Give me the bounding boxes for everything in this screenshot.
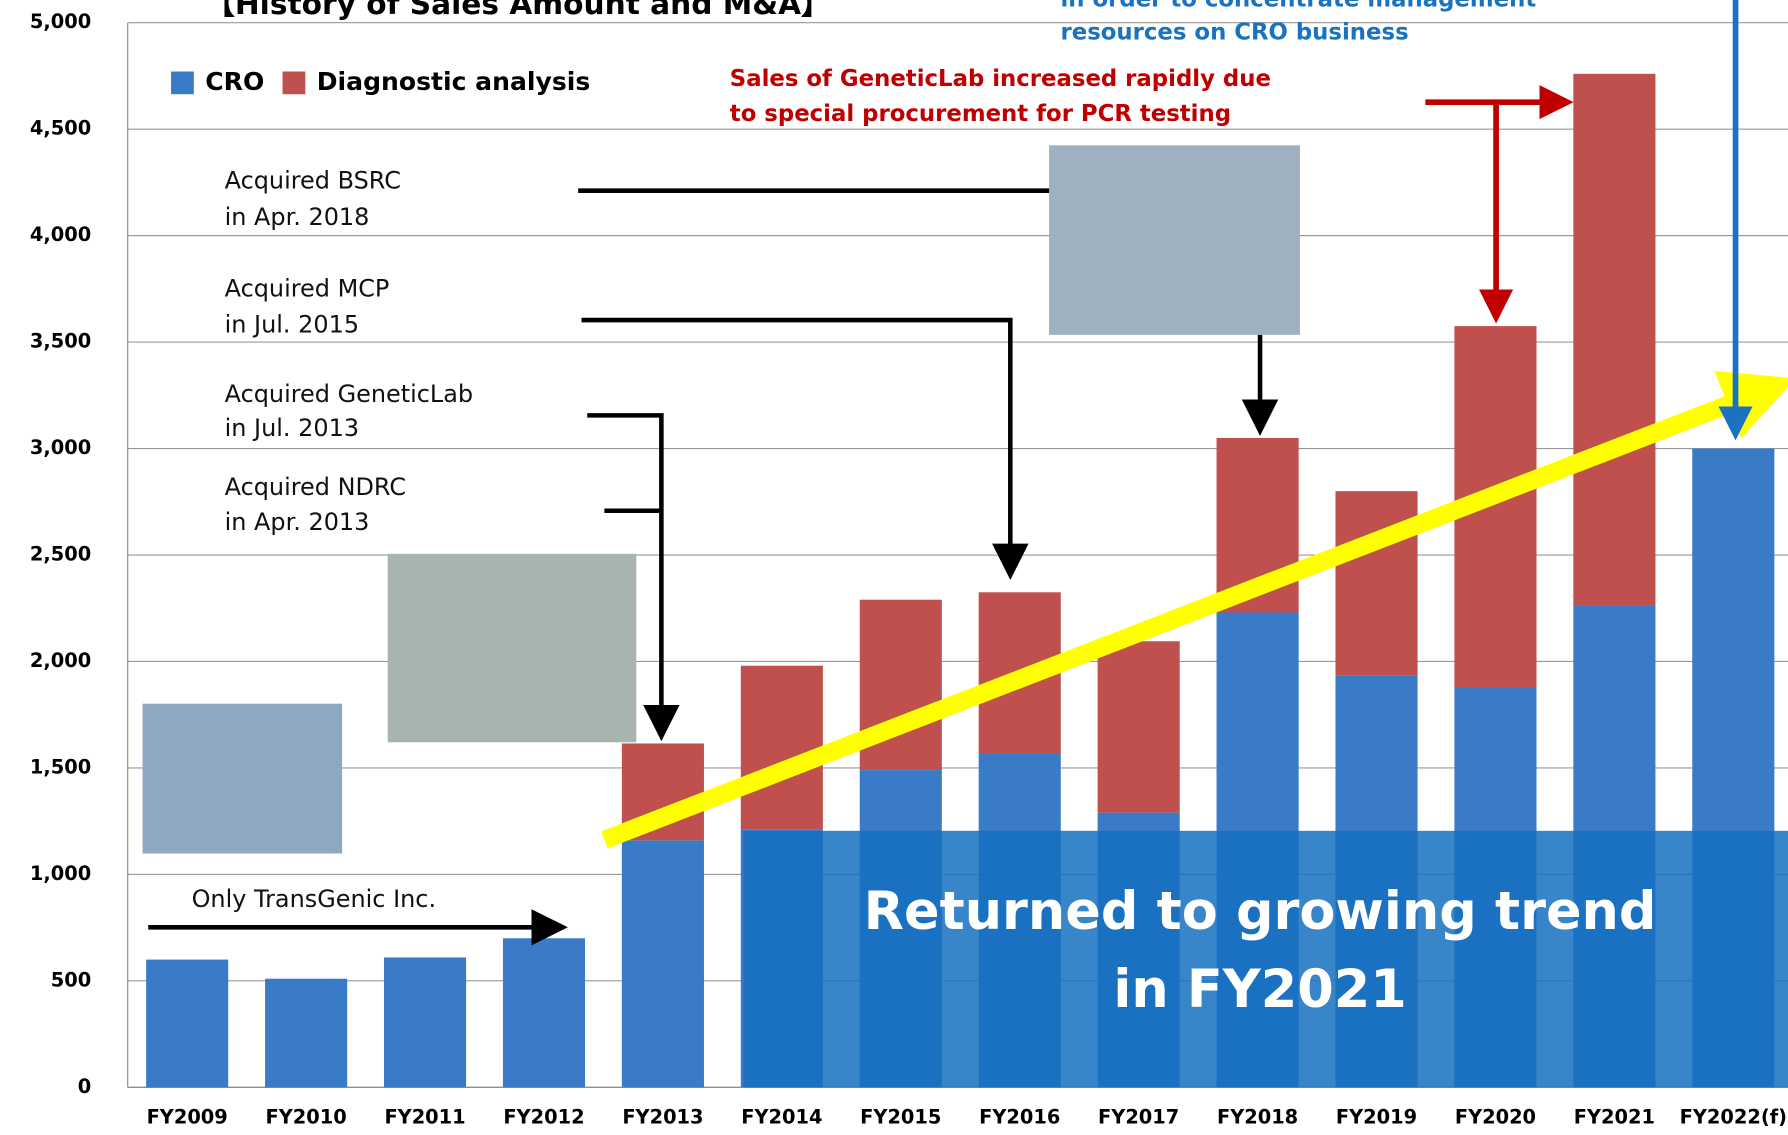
bar-segment [741, 666, 823, 830]
bar-segment [1335, 491, 1417, 675]
annotation: Only TransGenic Inc. [192, 885, 437, 913]
x-tick-label: FY2019 [1336, 1106, 1417, 1129]
legend-label: CRO [205, 67, 264, 96]
x-tick-label: FY2021 [1574, 1106, 1655, 1129]
x-tick-label: FY2018 [1217, 1106, 1298, 1129]
annotation: resources on CRO business [1060, 19, 1408, 45]
annotation: in Jul. 2013 [225, 414, 359, 442]
x-tick-label: FY2014 [741, 1106, 822, 1129]
legend-swatch [283, 72, 306, 95]
annotation: in order to concentrate management [1060, 0, 1536, 12]
annotation: in Apr. 2013 [225, 508, 370, 536]
y-tick-label: 3,000 [30, 436, 91, 459]
x-tick-label: FY2020 [1455, 1106, 1536, 1129]
annotation: Acquired MCP [225, 274, 390, 302]
chart: 0 500 1,000 1,500 2,000 2,500 3,000 3,500 4,000 4… [0, 0, 1788, 1135]
legend-label: Diagnostic analysis [317, 67, 591, 96]
x-tick-label: FY2012 [503, 1106, 584, 1129]
photo [143, 704, 343, 854]
x-tick-label: FY2009 [147, 1106, 228, 1129]
x-tick-label: FY2016 [979, 1106, 1060, 1129]
photo [1049, 145, 1300, 335]
annotation: in Apr. 2018 [225, 203, 370, 231]
arrow [582, 320, 1011, 571]
legend: CRO Diagnostic analysis [171, 67, 590, 96]
photo [388, 554, 637, 742]
y-tick-label: 0 [78, 1075, 91, 1098]
annotation: Acquired NDRC [225, 473, 406, 501]
annotation: Acquired GeneticLab [225, 380, 473, 408]
x-tick-label: FY2013 [622, 1106, 703, 1129]
y-tick-label: 2,500 [30, 543, 91, 566]
y-tick-label: 500 [51, 968, 91, 991]
y-tick-label: 3,500 [30, 330, 91, 353]
chart-title: 【History of Sales Amount and M&A】 [205, 0, 830, 21]
legend-swatch [171, 72, 194, 95]
y-tick-label: 2,000 [30, 649, 91, 672]
bar-segment [622, 840, 704, 1087]
x-tick-label: FY2010 [266, 1106, 347, 1129]
annotation: to special procurement for PCR testing [730, 101, 1231, 127]
annotation: in Jul. 2015 [225, 311, 359, 339]
y-tick-label: 1,000 [30, 862, 91, 885]
x-tick-label: FY2011 [384, 1106, 465, 1129]
bar-segment [384, 957, 466, 1087]
bar-segment [1573, 74, 1655, 605]
y-tick-label: 4,000 [30, 223, 91, 246]
x-tick-label: FY2017 [1098, 1106, 1179, 1129]
x-tick-label: FY2022(f) [1680, 1106, 1787, 1129]
annotation: Acquired BSRC [225, 167, 401, 195]
y-tick-label: 1,500 [30, 755, 91, 778]
trend-text: Returned to growing trend [864, 881, 1657, 942]
y-tick-label: 4,500 [30, 117, 91, 140]
annotation: Sales of GeneticLab increased rapidly du… [730, 66, 1271, 92]
bar-segment [146, 960, 228, 1088]
trend-text: in FY2021 [1113, 959, 1406, 1020]
bar-segment [503, 938, 585, 1087]
x-tick-label: FY2015 [860, 1106, 941, 1129]
bar-segment [265, 979, 347, 1088]
bar-segment [1098, 641, 1180, 812]
y-tick-label: 5,000 [30, 10, 91, 33]
